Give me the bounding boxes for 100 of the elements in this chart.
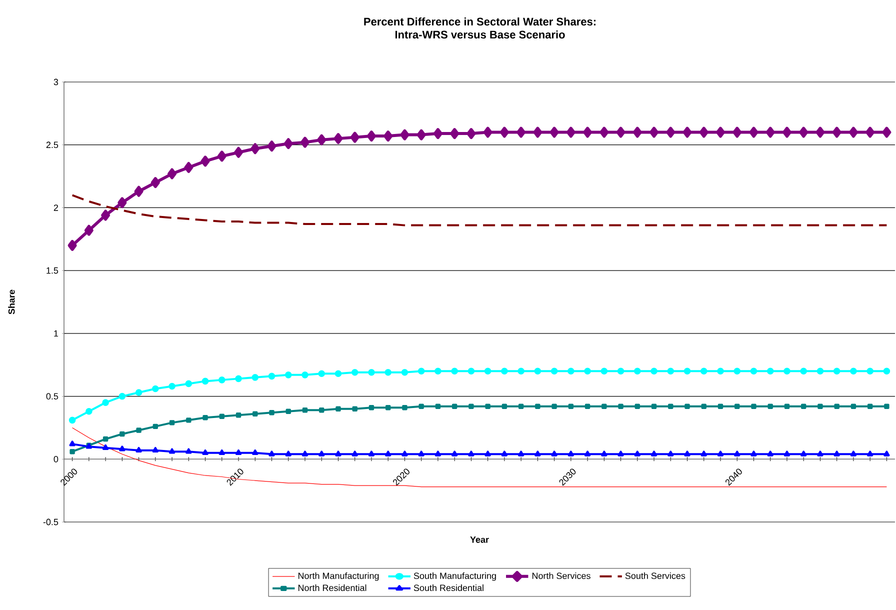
point [483,126,492,138]
chart-title: Percent Difference in Sectoral Water Shares: [364,17,596,26]
point [402,450,408,456]
point [418,450,424,456]
point [734,368,741,375]
point [285,450,292,456]
point [848,126,858,138]
y-tick-label: 2 [54,204,58,211]
point [583,126,592,138]
point [219,414,224,419]
point [634,368,641,375]
point [135,389,142,396]
point [600,368,608,375]
point [784,368,790,375]
point [186,448,192,454]
point [152,446,158,453]
point [568,404,574,409]
point [366,130,376,142]
legend-label: North Services [532,572,590,580]
point [118,392,126,400]
point [102,399,109,406]
point [269,410,274,416]
point [202,415,208,420]
point [734,450,740,456]
point [882,126,892,138]
point [816,126,825,138]
point [134,186,144,197]
point [152,385,159,392]
point [468,368,475,375]
point [218,376,226,384]
point [584,404,590,409]
point [202,449,208,456]
point [751,404,756,409]
point [884,450,890,456]
point [768,404,773,409]
point [817,450,824,456]
point [634,450,640,456]
point [534,450,541,456]
point [336,406,341,412]
point [749,126,758,138]
point [468,404,474,409]
point [535,404,540,409]
point [217,150,226,162]
point [717,368,724,375]
point [284,138,293,150]
point [235,449,242,456]
point [150,177,160,188]
y-tick-label: 2.5 [46,142,58,148]
point [168,448,176,454]
point [69,440,76,446]
point [784,404,790,409]
point [368,405,374,410]
point [385,450,392,456]
point [534,368,542,375]
point [185,380,192,388]
point [766,126,775,138]
point [667,368,674,375]
point [235,375,242,382]
point [566,126,576,138]
point [850,404,856,409]
point [84,224,94,236]
point [101,210,110,221]
point [552,404,557,409]
point [416,129,426,140]
point [202,378,209,385]
legend-label: North Manufacturing [298,572,379,581]
legend-label: South Services [625,572,686,580]
point [584,450,591,456]
point [317,134,326,146]
point [118,197,127,208]
point [533,126,542,138]
point [550,126,559,138]
chart-subtitle: Intra-WRS versus Base Scenario [395,30,565,39]
point [800,368,807,375]
point [335,450,342,456]
point [384,368,392,376]
point [102,436,108,442]
point [401,368,408,376]
point [385,405,391,410]
point [717,450,724,456]
legend-label: South Residential [414,584,484,592]
point [618,404,624,409]
point [200,156,210,167]
point [485,404,490,409]
point [766,368,774,375]
point [684,368,691,375]
point [484,450,491,456]
point [518,368,524,375]
point [268,372,276,380]
point [236,412,242,418]
point [319,408,324,413]
point [502,404,508,409]
point [501,450,508,456]
point [468,450,474,456]
point [352,450,358,456]
point [350,132,360,143]
point [550,368,558,375]
point [252,449,258,456]
point [500,126,509,138]
point [169,420,175,426]
